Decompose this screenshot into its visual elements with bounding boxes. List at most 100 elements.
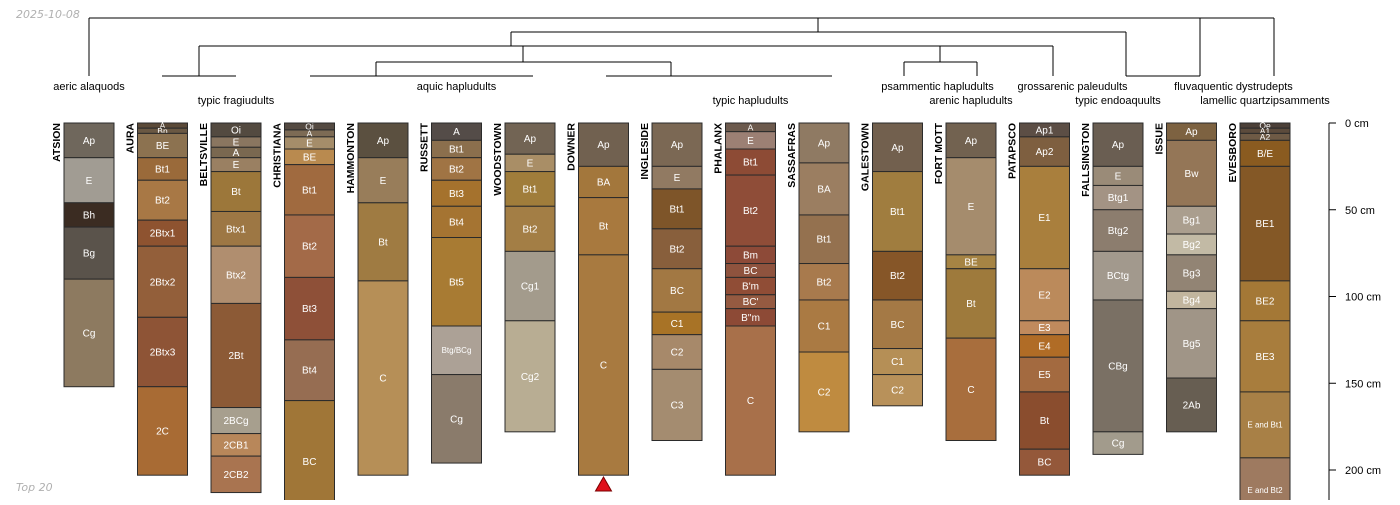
horizon-label: E5 xyxy=(1038,370,1051,381)
horizon-label: Bt xyxy=(378,237,388,248)
horizon-label: C2 xyxy=(671,348,684,359)
horizon-rect xyxy=(1166,254,1217,292)
group-label: psammentic hapludults xyxy=(881,81,994,93)
horizon-label: Cg2 xyxy=(521,372,540,383)
horizon-label: Cg xyxy=(83,328,96,339)
horizon-rect xyxy=(357,202,409,282)
horizon-label: Bt2 xyxy=(669,244,684,255)
horizon-rect xyxy=(798,351,850,433)
profile-name: HAMMONTON xyxy=(345,123,357,193)
horizon-label: Ap xyxy=(83,136,96,147)
horizon-rect xyxy=(357,280,409,476)
group-labels: aeric alaquods typic fragiudults aquic hap… xyxy=(53,81,1330,107)
horizon-label: Bt2 xyxy=(890,271,905,282)
horizon-label: Bh xyxy=(83,210,95,221)
horizon-rect xyxy=(137,179,188,221)
horizon-rect xyxy=(137,132,188,159)
profile-phalanx: AE Bt1 Bt2 Bm BC B'm BC' B''m C PHALANX xyxy=(713,122,776,476)
horizon-rect xyxy=(504,171,556,207)
horizon-label: BA xyxy=(817,184,831,195)
horizon-rect xyxy=(1019,165,1070,270)
horizon-label: E xyxy=(527,158,534,169)
horizon-rect xyxy=(945,122,997,159)
horizon-label: 2CB2 xyxy=(223,470,248,481)
horizon-rect xyxy=(137,245,188,318)
profile-russett: A Bt1 Bt2 Bt3 Bt4 Bt5 Btg/BCg Cg RUSSETT xyxy=(419,122,482,464)
horizon-label: Bt2 xyxy=(522,224,537,235)
horizon-rect xyxy=(1239,457,1291,505)
horizon-rect xyxy=(1092,250,1144,301)
profile-name: PATAPSCO xyxy=(1007,123,1019,179)
horizon-label: Bt4 xyxy=(302,366,317,377)
horizon-label: Bt xyxy=(1040,416,1050,427)
horizon-label: 2BCg xyxy=(223,416,248,427)
depth-axis: 0 cm 50 cm 100 cm 150 cm 200 cm xyxy=(1328,118,1381,500)
profile-name: SASSAFRAS xyxy=(786,123,798,188)
horizon-rect xyxy=(431,237,482,327)
horizon-rect xyxy=(1239,280,1291,322)
horizon-label: 2Btx2 xyxy=(150,277,176,288)
horizon-rect xyxy=(357,122,409,159)
group-label: aquic hapludults xyxy=(417,81,497,93)
horizon-label: Ap xyxy=(671,140,684,151)
horizon-label: BE2 xyxy=(1256,296,1275,307)
footer-caption: Top 20 xyxy=(16,481,53,494)
horizon-label: Cg1 xyxy=(521,282,540,293)
horizon-label: C1 xyxy=(671,319,684,330)
horizon-label: Bt1 xyxy=(890,207,905,218)
horizon-label: BE xyxy=(964,257,978,268)
horizon-rect xyxy=(63,226,115,280)
horizon-rect xyxy=(578,254,629,476)
horizon-label: Ap xyxy=(1185,127,1198,138)
horizon-label: BC xyxy=(670,286,684,297)
horizon-label: C1 xyxy=(818,321,831,332)
horizon-label: Bt1 xyxy=(449,145,464,156)
horizon-label: C2 xyxy=(891,386,904,397)
horizon-rect xyxy=(210,302,262,409)
group-label: typic hapludults xyxy=(713,95,789,107)
horizon-rect xyxy=(725,325,776,476)
horizon-label: Cg xyxy=(1112,439,1125,450)
horizon-label: Bg1 xyxy=(1183,216,1201,227)
horizon-label: Cg xyxy=(450,414,463,425)
profile-name: ATSION xyxy=(51,123,63,162)
profile-name: RUSSETT xyxy=(419,122,431,172)
horizon-label: BC xyxy=(1038,458,1052,469)
horizon-label: BC xyxy=(744,266,758,277)
horizon-label: Bg3 xyxy=(1183,269,1201,280)
horizon-label: Bt5 xyxy=(449,277,464,288)
horizon-label: BE3 xyxy=(1256,352,1275,363)
horizon-label: Btx1 xyxy=(226,224,246,235)
horizon-label: Bm xyxy=(743,250,758,261)
horizon-label: A xyxy=(307,128,313,138)
horizon-rect xyxy=(1092,184,1144,211)
horizon-label: BA xyxy=(597,177,611,188)
horizon-label: Bt2 xyxy=(302,242,317,253)
horizon-label: 2Bt xyxy=(228,351,243,362)
horizon-label: BC' xyxy=(743,297,759,308)
horizon-label: C1 xyxy=(891,357,904,368)
profile-galestown: Ap Bt1 Bt2 BC C1 C2 GALESTOWN xyxy=(860,122,923,407)
horizon-label: Bt1 xyxy=(522,184,537,195)
horizon-rect xyxy=(210,455,262,494)
horizon-rect xyxy=(284,214,335,278)
profile-name: GALESTOWN xyxy=(860,123,872,191)
group-label: grossarenic paleudults xyxy=(1017,81,1128,93)
horizon-rect xyxy=(504,122,556,155)
horizon-rect xyxy=(284,164,335,216)
horizon-rect xyxy=(137,219,188,247)
horizon-rect xyxy=(1092,209,1144,252)
horizon-label: E xyxy=(306,138,313,149)
horizon-label: 2Btx3 xyxy=(150,348,176,359)
horizon-label: Oi xyxy=(231,125,241,136)
horizon-label: Bg4 xyxy=(1183,295,1201,306)
profile-name: CHRISTIANA xyxy=(272,123,284,188)
profile-name: FORT MOTT xyxy=(933,122,945,184)
horizon-label: E xyxy=(968,202,975,213)
depth-tick-label: 0 cm xyxy=(1345,118,1369,130)
horizon-label: Oi xyxy=(305,121,314,131)
horizon-label: E xyxy=(674,173,681,184)
horizon-label: A xyxy=(233,148,240,159)
horizon-label: Bt xyxy=(231,187,241,198)
